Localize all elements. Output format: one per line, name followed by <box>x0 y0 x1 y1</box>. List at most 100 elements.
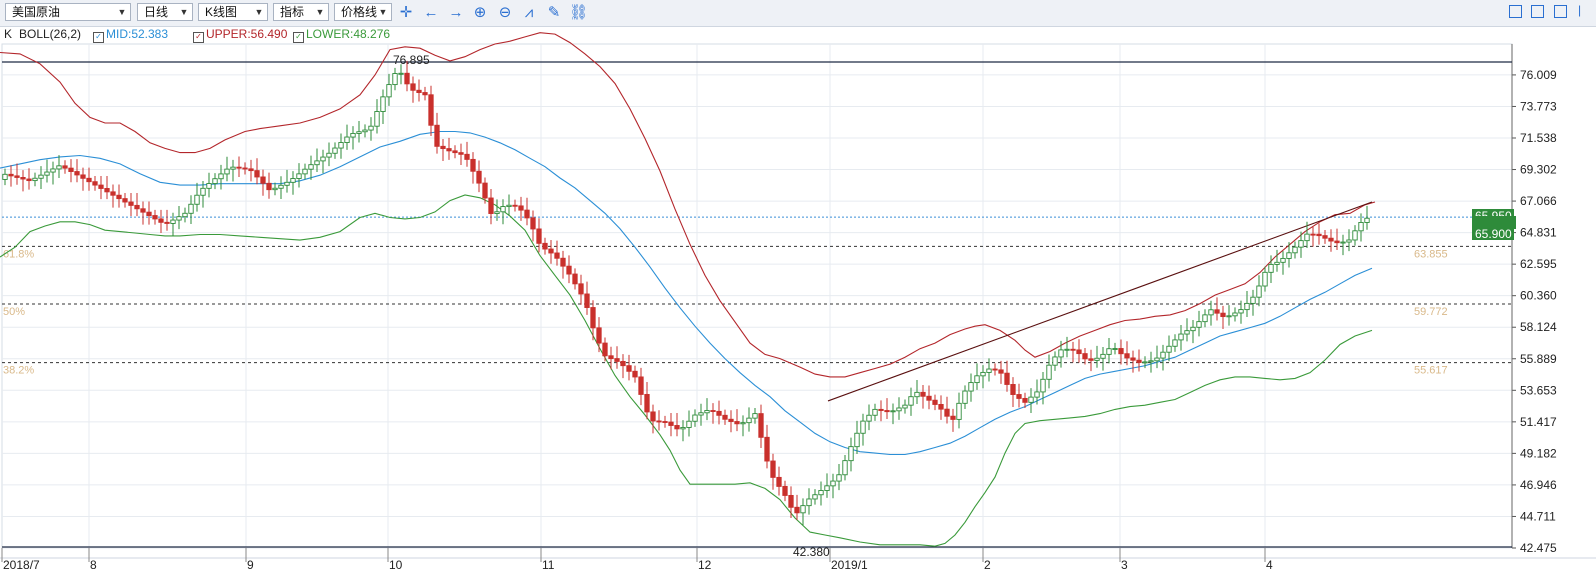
candle-body <box>962 390 968 404</box>
candle-body <box>332 147 338 154</box>
candle-body <box>416 89 422 93</box>
candle-body <box>1076 349 1082 355</box>
candle-body <box>32 177 38 182</box>
candle-body <box>230 166 236 170</box>
candle-body <box>182 212 188 218</box>
candle-body <box>764 436 770 462</box>
candle-body <box>446 148 452 152</box>
candle-body <box>1328 237 1334 242</box>
candle-body <box>1046 364 1052 380</box>
y-tick-label: 55.889 <box>1520 352 1557 366</box>
legend-mid-label: MID:52.383 <box>106 27 169 41</box>
legend-mid[interactable]: ✓ MID:52.383 <box>93 26 168 43</box>
candle-body <box>572 273 578 285</box>
candle-body <box>668 421 674 426</box>
y-tick-label: 60.360 <box>1520 289 1557 303</box>
candle-body <box>854 432 860 448</box>
candle-body <box>266 182 272 191</box>
layout-left-icon[interactable] <box>1509 5 1522 18</box>
candle-body <box>704 410 710 414</box>
toolbar: 美国原油 ▼ 日线 ▼ K线图 ▼ 指标 ▼ 价格线 ▼ ✛ ← → ⊕ ⊖ ⩘ ✎ ⛓ … <box>0 0 1596 27</box>
candle-body <box>1358 222 1364 232</box>
candle-body <box>896 407 902 412</box>
candle-body <box>920 391 926 397</box>
candle-body <box>1190 326 1196 332</box>
fib-level-percent: 38.2% <box>3 365 34 377</box>
boll-upper-line <box>0 32 1376 378</box>
fib-level-percent: 61.8% <box>3 248 34 260</box>
candle-body <box>1250 296 1256 304</box>
candle-body <box>278 184 284 189</box>
link-icon[interactable]: ⛓ <box>569 4 589 21</box>
candle-body <box>1196 321 1202 328</box>
period-select[interactable]: 日线 ▼ <box>137 3 193 21</box>
candle-body <box>728 418 734 422</box>
candle-body <box>122 198 128 203</box>
candle-body <box>1244 302 1250 311</box>
candle-body <box>806 498 812 507</box>
candle-body <box>464 153 470 160</box>
price-line-select[interactable]: 价格线 ▼ <box>334 3 392 21</box>
candle-body <box>788 494 794 508</box>
candle-body <box>776 476 782 487</box>
candle-body <box>1118 348 1124 355</box>
checkbox-icon[interactable]: ✓ <box>93 32 104 43</box>
chart-kind-select[interactable]: K线图 ▼ <box>198 3 268 21</box>
x-tick-label: 2019/1 <box>831 558 868 572</box>
candle-body <box>1292 246 1298 254</box>
candle-body <box>236 166 242 169</box>
candle-body <box>1028 396 1034 403</box>
price-tag-value: 65.925 <box>1521 216 1558 230</box>
candle-body <box>908 396 914 406</box>
candle-body <box>770 460 776 478</box>
legend-upper-label: UPPER:56.490 <box>206 27 288 41</box>
candle-body <box>1364 217 1370 223</box>
arrow-left-icon[interactable]: ← <box>423 4 439 21</box>
zoom-out-icon[interactable]: ⊖ <box>498 4 512 21</box>
arrow-right-icon[interactable]: → <box>448 4 464 21</box>
candle-body <box>530 217 536 230</box>
draw-tool-icon[interactable]: ⩘ <box>524 4 534 21</box>
y-tick-label: 58.124 <box>1520 320 1557 334</box>
legend-lower-label: LOWER:48.276 <box>306 27 391 41</box>
candle-body <box>692 414 698 422</box>
candle-body <box>392 73 398 86</box>
checkbox-icon[interactable]: ✓ <box>293 32 304 43</box>
indicator-select[interactable]: 指标 ▼ <box>273 3 329 21</box>
y-tick-label: 67.066 <box>1520 194 1557 208</box>
candle-body <box>62 165 68 169</box>
zoom-in-icon[interactable]: ⊕ <box>473 4 487 21</box>
candle-body <box>1322 235 1328 239</box>
layout-right-icon[interactable] <box>1531 5 1544 18</box>
candle-body <box>452 150 458 154</box>
candle-body <box>110 191 116 196</box>
price-line-select-label: 价格线 <box>341 5 378 19</box>
candle-body <box>380 96 386 112</box>
candle-body <box>1298 240 1304 248</box>
checkbox-icon[interactable]: ✓ <box>193 32 204 43</box>
candle-body <box>536 228 542 244</box>
maximize-icon[interactable] <box>1554 5 1567 18</box>
legend-upper[interactable]: ✓ UPPER:56.490 <box>193 26 287 43</box>
legend-lower[interactable]: ✓ LOWER:48.276 <box>293 26 390 43</box>
candle-body <box>878 408 884 411</box>
pen-icon[interactable]: ✎ <box>547 4 561 21</box>
candle-body <box>542 242 548 250</box>
symbol-select[interactable]: 美国原油 ▼ <box>5 3 131 21</box>
price-tag-value: 65.900 <box>1475 227 1512 241</box>
candle-body <box>650 411 656 422</box>
candle-body <box>260 176 266 184</box>
candle-body <box>398 72 404 75</box>
candle-body <box>494 211 500 214</box>
candle-body <box>734 421 740 425</box>
candle-body <box>86 177 92 183</box>
candle-body <box>170 219 176 224</box>
crosshair-icon[interactable]: ✛ <box>399 4 413 21</box>
y-tick-label: 44.711 <box>1520 509 1556 523</box>
candle-body <box>1154 357 1160 362</box>
candle-body <box>500 206 506 213</box>
legend-k: K <box>4 27 13 41</box>
price-tag-box <box>1472 216 1516 229</box>
candle-body <box>1346 239 1352 243</box>
